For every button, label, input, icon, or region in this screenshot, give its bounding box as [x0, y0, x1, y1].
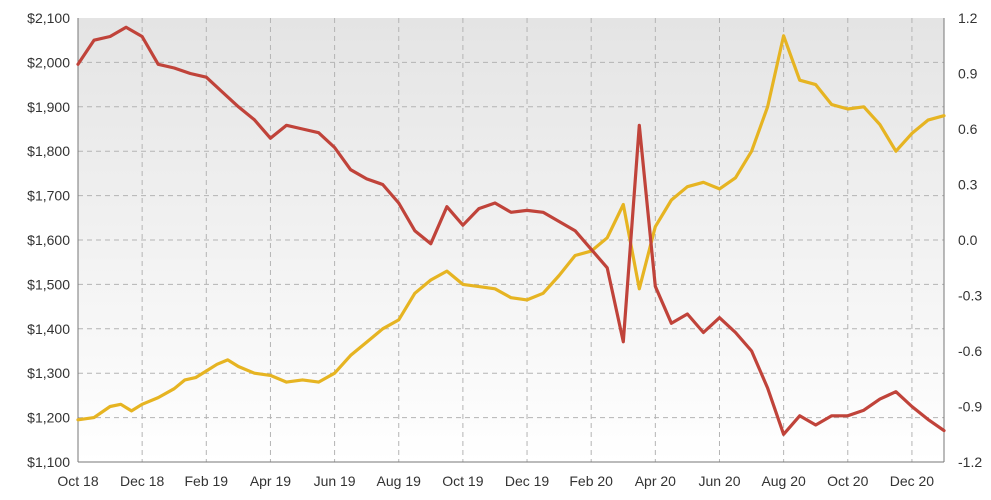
series-group	[76, 25, 946, 436]
y-left-tick-label: $1,500	[27, 276, 70, 292]
series-line-left-axis	[76, 34, 946, 422]
x-tick-label: Oct 19	[442, 473, 483, 489]
x-tick-label: Feb 20	[569, 473, 613, 489]
y-left-tick-label: $1,700	[27, 188, 70, 204]
x-tick-label: Aug 19	[377, 473, 422, 489]
series-line-right-axis	[76, 25, 946, 436]
y-left-tick-label: $1,300	[27, 365, 70, 381]
y-left-tick-label: $1,800	[27, 143, 70, 159]
y-left-tick-label: $1,600	[27, 232, 70, 248]
y-right-tick-label: 0.0	[958, 232, 978, 248]
y-left-tick-label: $1,100	[27, 454, 70, 470]
y-right-tick-label: 0.9	[958, 66, 978, 82]
x-tick-label: Jun 20	[698, 473, 740, 489]
y-left-tick-label: $1,200	[27, 410, 70, 426]
x-tick-label: Dec 18	[120, 473, 165, 489]
x-tick-label: Oct 20	[827, 473, 868, 489]
x-tick-label: Apr 20	[635, 473, 676, 489]
x-tick-label: Dec 19	[505, 473, 550, 489]
y-right-tick-label: 0.3	[958, 177, 978, 193]
x-tick-label: Apr 19	[250, 473, 291, 489]
y-right-tick-label: 0.6	[958, 121, 978, 137]
x-tick-label: Oct 18	[57, 473, 98, 489]
y-right-tick-label: 1.2	[958, 10, 978, 26]
x-tick-label: Feb 19	[184, 473, 228, 489]
x-tick-label: Jun 19	[314, 473, 356, 489]
axes: Oct 18 Dec 18 Feb 19 Apr 19 Jun 19 Aug 19 Oct …	[27, 10, 982, 489]
y-right-tick-label: -0.3	[958, 288, 982, 304]
x-tick-label: Aug 20	[761, 473, 806, 489]
y-left-tick-label: $2,100	[27, 10, 70, 26]
y-left-tick-label: $2,000	[27, 54, 70, 70]
y-right-tick-label: -0.6	[958, 343, 982, 359]
y-right-tick-label: -1.2	[958, 454, 982, 470]
x-tick-label: Dec 20	[890, 473, 935, 489]
y-right-tick-label: -0.9	[958, 399, 982, 415]
y-left-tick-label: $1,900	[27, 99, 70, 115]
y-left-tick-label: $1,400	[27, 321, 70, 337]
